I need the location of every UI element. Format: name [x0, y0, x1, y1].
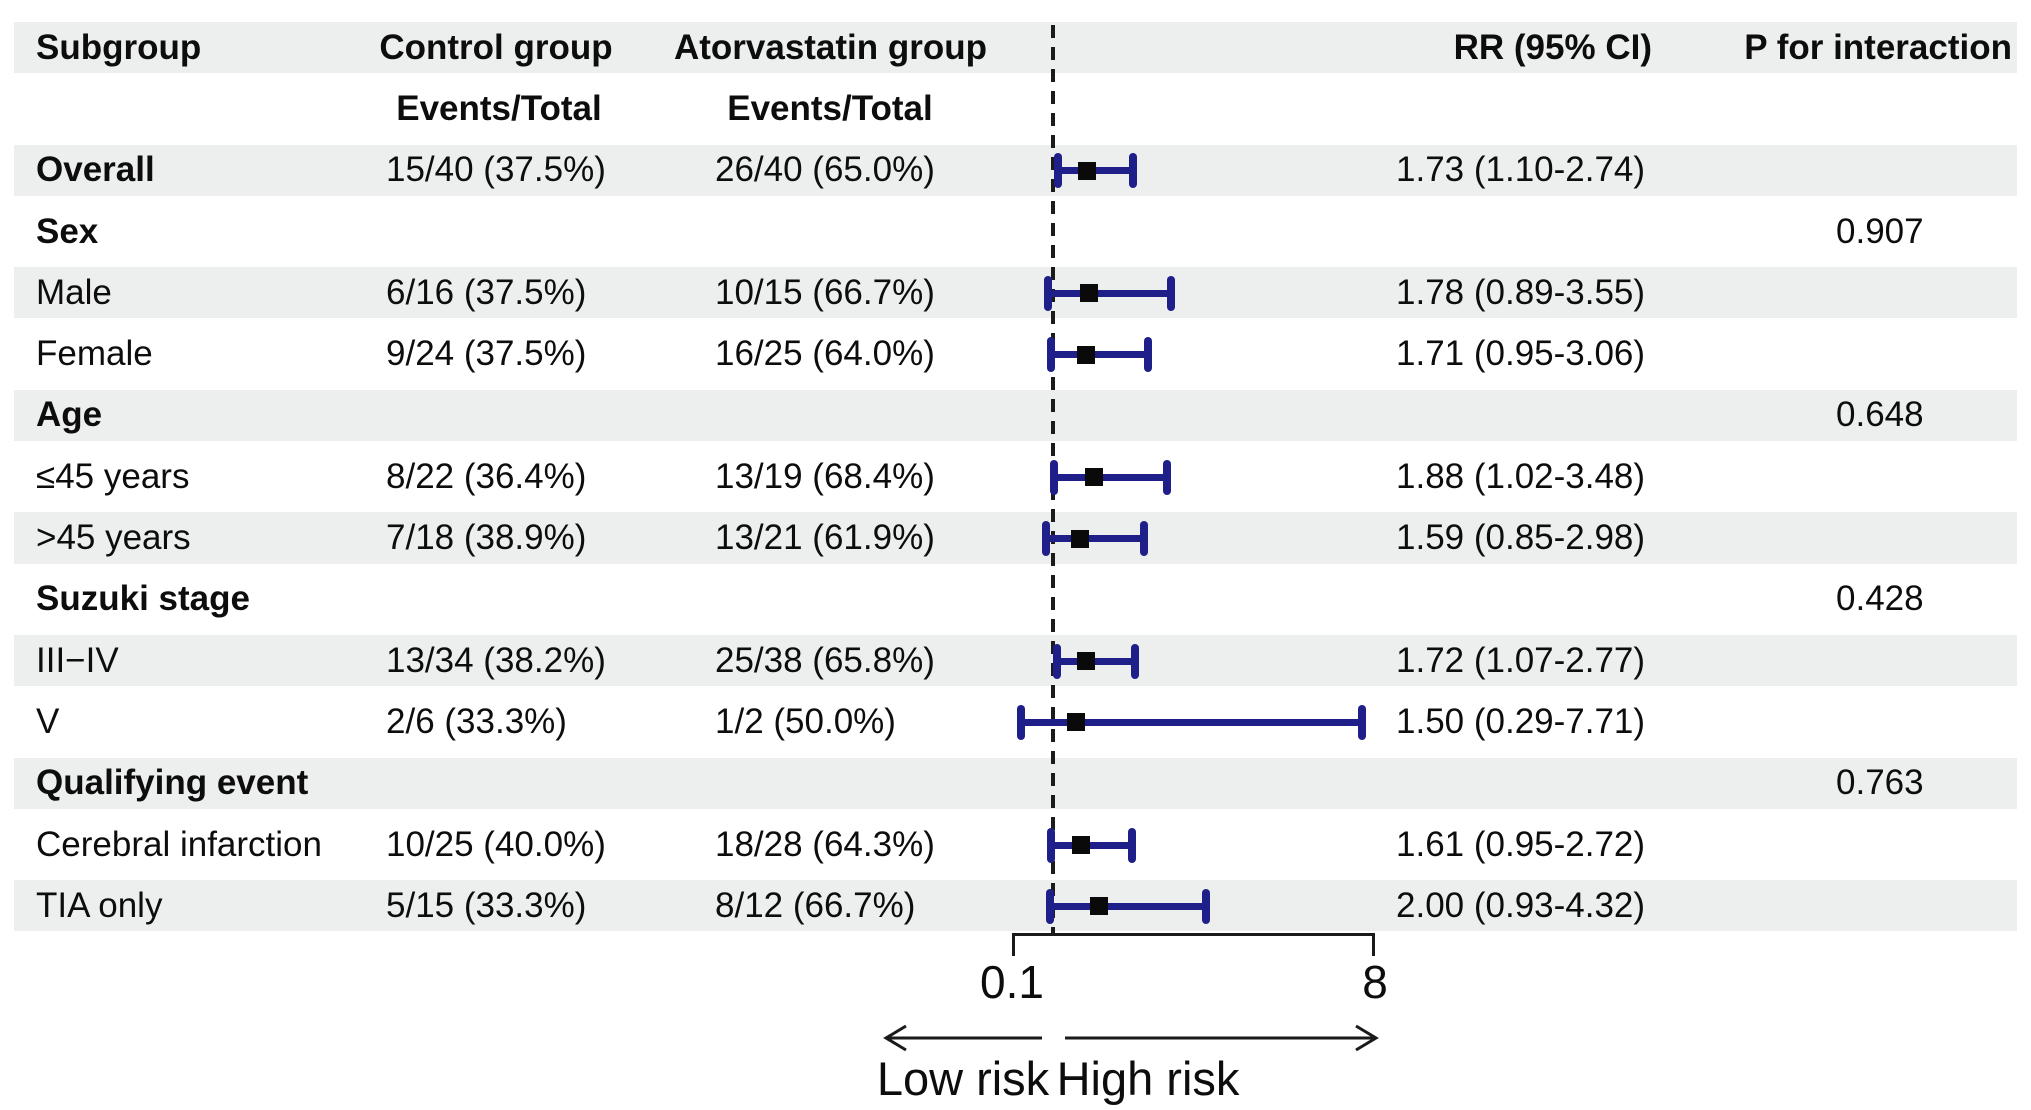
axis-tick-min: 0.1: [980, 956, 1044, 1008]
row-label: Male: [36, 272, 112, 312]
rr-value: 1.50 (0.29-7.71): [1396, 701, 1646, 741]
header-subgroup: Subgroup: [36, 27, 202, 67]
table-row-female: Female 9/24 (37.5%) 16/25 (64.0%) 1.71 (…: [0, 323, 2031, 384]
row-label: TIA only: [36, 885, 163, 925]
atorvastatin-events: 18/28 (64.3%): [715, 824, 935, 864]
forest-plot-table: Subgroup Control group Atorvastatin grou…: [0, 17, 2031, 936]
risk-direction-arrows: [883, 1024, 1379, 1052]
row-label: III−IV: [36, 640, 119, 680]
table-row-cerebral-infarction: Cerebral infarction 10/25 (40.0%) 18/28 …: [0, 814, 2031, 875]
p-value: 0.763: [1836, 763, 1924, 803]
table-row-gt45: >45 years 7/18 (38.9%) 13/21 (61.9%) 1.5…: [0, 507, 2031, 568]
low-risk-arrowhead: [883, 1024, 907, 1052]
high-risk-arrowhead: [1355, 1024, 1379, 1052]
atorvastatin-events: 10/15 (66.7%): [715, 272, 935, 312]
rr-value: 1.78 (0.89-3.55): [1396, 272, 1646, 312]
table-row-male: Male 6/16 (37.5%) 10/15 (66.7%) 1.78 (0.…: [0, 262, 2031, 323]
row-label: Overall: [36, 150, 155, 190]
rr-value: 1.73 (1.10-2.74): [1396, 150, 1646, 190]
rr-value: 1.88 (1.02-3.48): [1396, 456, 1646, 496]
rr-value: 1.59 (0.85-2.98): [1396, 518, 1646, 558]
control-events: 6/16 (37.5%): [386, 272, 587, 312]
row-label: ≤45 years: [36, 456, 190, 496]
p-value: 0.428: [1836, 579, 1924, 619]
table-row-suzuki-stage: Suzuki stage 0.428: [0, 569, 2031, 630]
atorvastatin-events: 16/25 (64.0%): [715, 334, 935, 374]
atorvastatin-events: 8/12 (66.7%): [715, 885, 916, 925]
rr-value: 1.61 (0.95-2.72): [1396, 824, 1646, 864]
control-events: 5/15 (33.3%): [386, 885, 587, 925]
table-row-v: V 2/6 (33.3%) 1/2 (50.0%) 1.50 (0.29-7.7…: [0, 691, 2031, 752]
atorvastatin-events: 25/38 (65.8%): [715, 640, 935, 680]
table-row-le45: ≤45 years 8/22 (36.4%) 13/19 (68.4%) 1.8…: [0, 446, 2031, 507]
atorvastatin-events: 26/40 (65.0%): [715, 150, 935, 190]
atorvastatin-events: 1/2 (50.0%): [715, 701, 896, 741]
control-events: 2/6 (33.3%): [386, 701, 567, 741]
table-row-qualifying-event: Qualifying event 0.763: [0, 753, 2031, 814]
high-risk-label: High risk: [1056, 1052, 1240, 1105]
row-label: Sex: [36, 211, 99, 251]
table-row-sex: Sex 0.907: [0, 201, 2031, 262]
header-control: Control group: [379, 27, 613, 67]
table-row-iii-iv: III−IV 13/34 (38.2%) 25/38 (65.8%) 1.72 …: [0, 630, 2031, 691]
row-label: >45 years: [36, 518, 191, 558]
rr-value: 1.71 (0.95-3.06): [1396, 334, 1646, 374]
table-row-tia-only: TIA only 5/15 (33.3%) 8/12 (66.7%) 2.00 …: [0, 875, 2031, 936]
table-row-overall: Overall 15/40 (37.5%) 26/40 (65.0%) 1.73…: [0, 140, 2031, 201]
row-label: Age: [36, 395, 103, 435]
header-rr-ci: RR (95% CI): [1453, 27, 1652, 67]
rr-value: 2.00 (0.93-4.32): [1396, 885, 1646, 925]
control-events: 7/18 (38.9%): [386, 518, 587, 558]
p-value: 0.648: [1836, 395, 1924, 435]
control-events: 9/24 (37.5%): [386, 334, 587, 374]
rr-value: 1.72 (1.07-2.77): [1396, 640, 1646, 680]
row-label: Suzuki stage: [36, 579, 250, 619]
row-label: Cerebral infarction: [36, 824, 322, 864]
control-events: 13/34 (38.2%): [386, 640, 606, 680]
atorvastatin-events: 13/19 (68.4%): [715, 456, 935, 496]
header-atorvastatin: Atorvastatin group: [673, 27, 988, 67]
subheader-control-events-total: Events/Total: [396, 88, 602, 128]
control-events: 15/40 (37.5%): [386, 150, 606, 190]
header-p-interaction: P for interaction: [1744, 27, 2012, 67]
header-row: Subgroup Control group Atorvastatin grou…: [0, 17, 2031, 78]
table-row-age: Age 0.648: [0, 385, 2031, 446]
subheader-atorvastatin-events-total: Events/Total: [727, 88, 933, 128]
atorvastatin-events: 13/21 (61.9%): [715, 518, 935, 558]
row-label: Female: [36, 334, 153, 374]
subheader-row: Events/Total Events/Total: [0, 78, 2031, 139]
p-value: 0.907: [1836, 211, 1924, 251]
axis-tick-max: 8: [1362, 956, 1388, 1008]
row-label: V: [36, 701, 60, 741]
control-events: 10/25 (40.0%): [386, 824, 606, 864]
row-label: Qualifying event: [36, 763, 309, 803]
low-risk-label: Low risk: [876, 1052, 1050, 1105]
control-events: 8/22 (36.4%): [386, 456, 587, 496]
